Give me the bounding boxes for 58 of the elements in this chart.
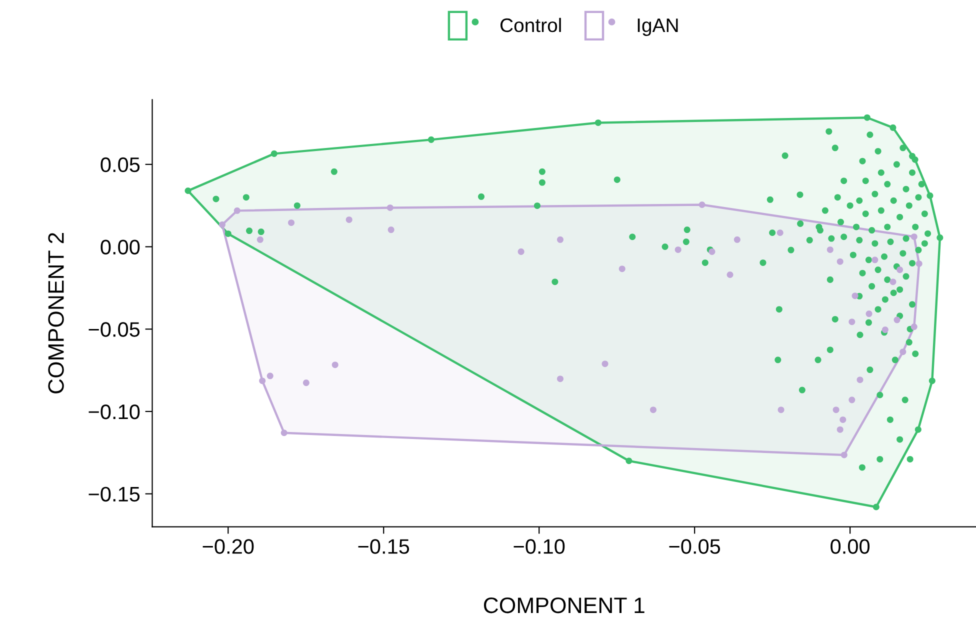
y-axis-title: COMPONENT 2 (48, 233, 64, 394)
point (910, 324, 918, 330)
point (900, 348, 906, 356)
point (602, 360, 608, 368)
point (518, 248, 524, 255)
point (698, 201, 706, 208)
point (910, 233, 918, 240)
point (266, 372, 274, 380)
point (778, 406, 784, 414)
x-tick-label: −0.15 (358, 539, 410, 554)
y-tick-label: 0.00 (100, 240, 140, 255)
legend-label: Control (500, 18, 561, 32)
point (218, 221, 226, 228)
point (234, 207, 240, 214)
x-tick-label: −0.05 (669, 539, 720, 554)
point (852, 292, 858, 300)
point (726, 271, 734, 278)
point (916, 260, 922, 267)
point (280, 430, 288, 436)
point (848, 318, 856, 326)
x-tick-label: −0.20 (202, 539, 254, 554)
x-axis-title: COMPONENT 1 (484, 597, 644, 614)
point (836, 426, 844, 433)
point (872, 256, 878, 264)
point (882, 326, 888, 334)
point (650, 406, 656, 414)
point (826, 246, 834, 253)
point (674, 246, 682, 253)
point (866, 310, 872, 318)
point (302, 380, 310, 386)
point (734, 236, 740, 243)
legend-label: IgAN (638, 18, 678, 36)
point (856, 376, 864, 384)
point (894, 316, 900, 324)
point (618, 266, 626, 272)
point (288, 219, 295, 226)
point (776, 229, 784, 236)
x-tick-label: −0.10 (514, 539, 565, 554)
point (836, 258, 844, 265)
x-tick-label: 0.00 (830, 539, 870, 554)
point (256, 236, 264, 243)
point (332, 362, 338, 368)
point (556, 236, 564, 243)
point (896, 266, 904, 274)
y-tick-label: −0.10 (88, 404, 140, 420)
y-tick-label: −0.15 (88, 486, 140, 502)
point (259, 378, 266, 384)
y-tick-label: −0.05 (88, 322, 140, 337)
point (848, 396, 856, 404)
y-tick-label: 0.05 (100, 157, 140, 172)
point (346, 216, 352, 223)
point (386, 204, 394, 211)
point (832, 406, 840, 414)
point (388, 226, 394, 234)
point (890, 278, 896, 286)
point (840, 452, 848, 458)
point (840, 416, 846, 423)
point (556, 376, 564, 382)
